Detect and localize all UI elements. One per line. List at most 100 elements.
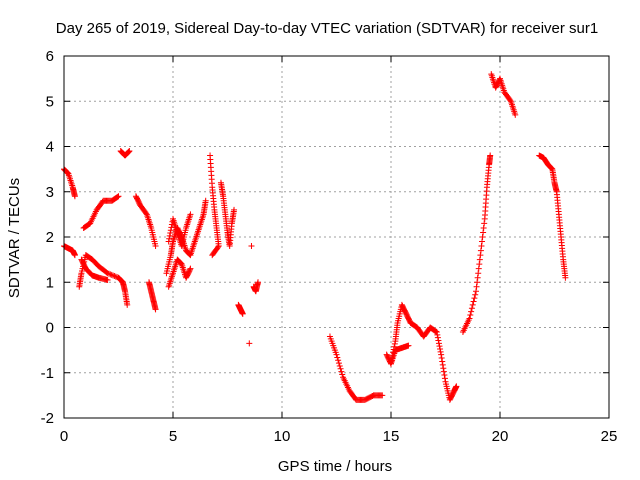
data-point [108, 271, 115, 278]
data-point [334, 354, 341, 361]
x-axis-label: GPS time / hours [278, 458, 392, 475]
data-point [472, 291, 479, 298]
data-point [433, 329, 440, 336]
data-point [391, 340, 398, 347]
data-point [474, 279, 481, 286]
data-point [337, 365, 344, 372]
data-point [478, 243, 485, 250]
data-point [466, 315, 473, 322]
data-point [477, 247, 484, 254]
data-point [152, 306, 159, 313]
data-point [104, 270, 111, 277]
data-point [468, 305, 475, 312]
data-point [434, 334, 441, 341]
data-point [115, 193, 122, 200]
x-tick-label: 10 [274, 428, 291, 445]
data-point [441, 372, 448, 379]
data-point [187, 265, 194, 272]
data-point [439, 358, 446, 365]
data-point [475, 270, 482, 277]
y-tick-label: 5 [46, 93, 54, 110]
data-point [480, 224, 487, 231]
data-point [186, 266, 193, 273]
data-point [167, 227, 174, 234]
data-point [124, 301, 131, 308]
data-point [477, 252, 484, 259]
y-tick-label: -2 [41, 410, 54, 427]
data-point [166, 232, 173, 239]
data-point [432, 328, 439, 335]
data-point [487, 152, 494, 159]
data-point [209, 252, 216, 259]
data-point [435, 337, 442, 344]
data-point [470, 298, 477, 305]
data-point [481, 220, 488, 227]
y-tick-label: 1 [46, 274, 54, 291]
data-point [512, 111, 519, 118]
data-point [152, 243, 159, 250]
x-tick-label: 5 [169, 428, 177, 445]
y-tick-label: -1 [41, 365, 54, 382]
data-point [438, 355, 445, 362]
data-point [111, 273, 118, 280]
y-tick-label: 4 [46, 139, 54, 156]
data-point [105, 270, 112, 277]
chart-title: Day 265 of 2019, Sidereal Day-to-day VTE… [56, 20, 598, 37]
data-point [471, 295, 478, 302]
x-tick-labels: 0 5 10 15 20 25 [60, 428, 618, 445]
data-point [110, 272, 117, 279]
x-tick-label: 20 [492, 428, 509, 445]
data-point [248, 243, 255, 250]
data-point [476, 256, 483, 263]
y-axis-label: SDTVAR / TECUs [6, 178, 23, 298]
data-point [107, 271, 114, 278]
x-tick-label: 0 [60, 428, 68, 445]
data-point [71, 252, 78, 259]
data-point [126, 148, 133, 155]
data-point [202, 197, 209, 204]
data-point [467, 312, 474, 319]
data-point [435, 340, 442, 347]
y-tick-labels: -2 -1 0 1 2 3 4 5 6 [41, 48, 54, 427]
data-point [255, 279, 262, 286]
data-point [231, 206, 238, 213]
data-point [338, 368, 345, 375]
data-point [104, 276, 111, 283]
data-marks [61, 71, 569, 403]
data-point [339, 371, 346, 378]
data-point [474, 274, 481, 281]
data-point [391, 343, 398, 350]
data-point [441, 375, 448, 382]
data-point [475, 265, 482, 272]
data-point [480, 229, 487, 236]
y-tick-label: 3 [46, 184, 54, 201]
data-point [440, 368, 447, 375]
data-point [479, 238, 486, 245]
x-tick-label: 25 [601, 428, 618, 445]
data-point [473, 283, 480, 290]
data-point [548, 164, 555, 171]
y-tick-label: 0 [46, 320, 54, 337]
data-point [562, 274, 569, 281]
data-point [165, 238, 172, 245]
data-point [246, 340, 253, 347]
data-point [476, 261, 483, 268]
data-point [333, 351, 340, 358]
data-point [437, 348, 444, 355]
data-point [167, 230, 174, 237]
data-point [125, 149, 132, 156]
data-point [436, 343, 443, 350]
data-point [453, 383, 460, 390]
data-point [440, 365, 447, 372]
data-point [143, 210, 150, 217]
data-point [434, 331, 441, 338]
data-point [335, 360, 342, 367]
data-point [438, 351, 445, 358]
data-point [166, 235, 173, 242]
data-point [71, 193, 78, 200]
data-point [507, 97, 514, 104]
plot-frame [63, 55, 610, 419]
data-point [437, 345, 444, 352]
data-point [112, 273, 119, 280]
